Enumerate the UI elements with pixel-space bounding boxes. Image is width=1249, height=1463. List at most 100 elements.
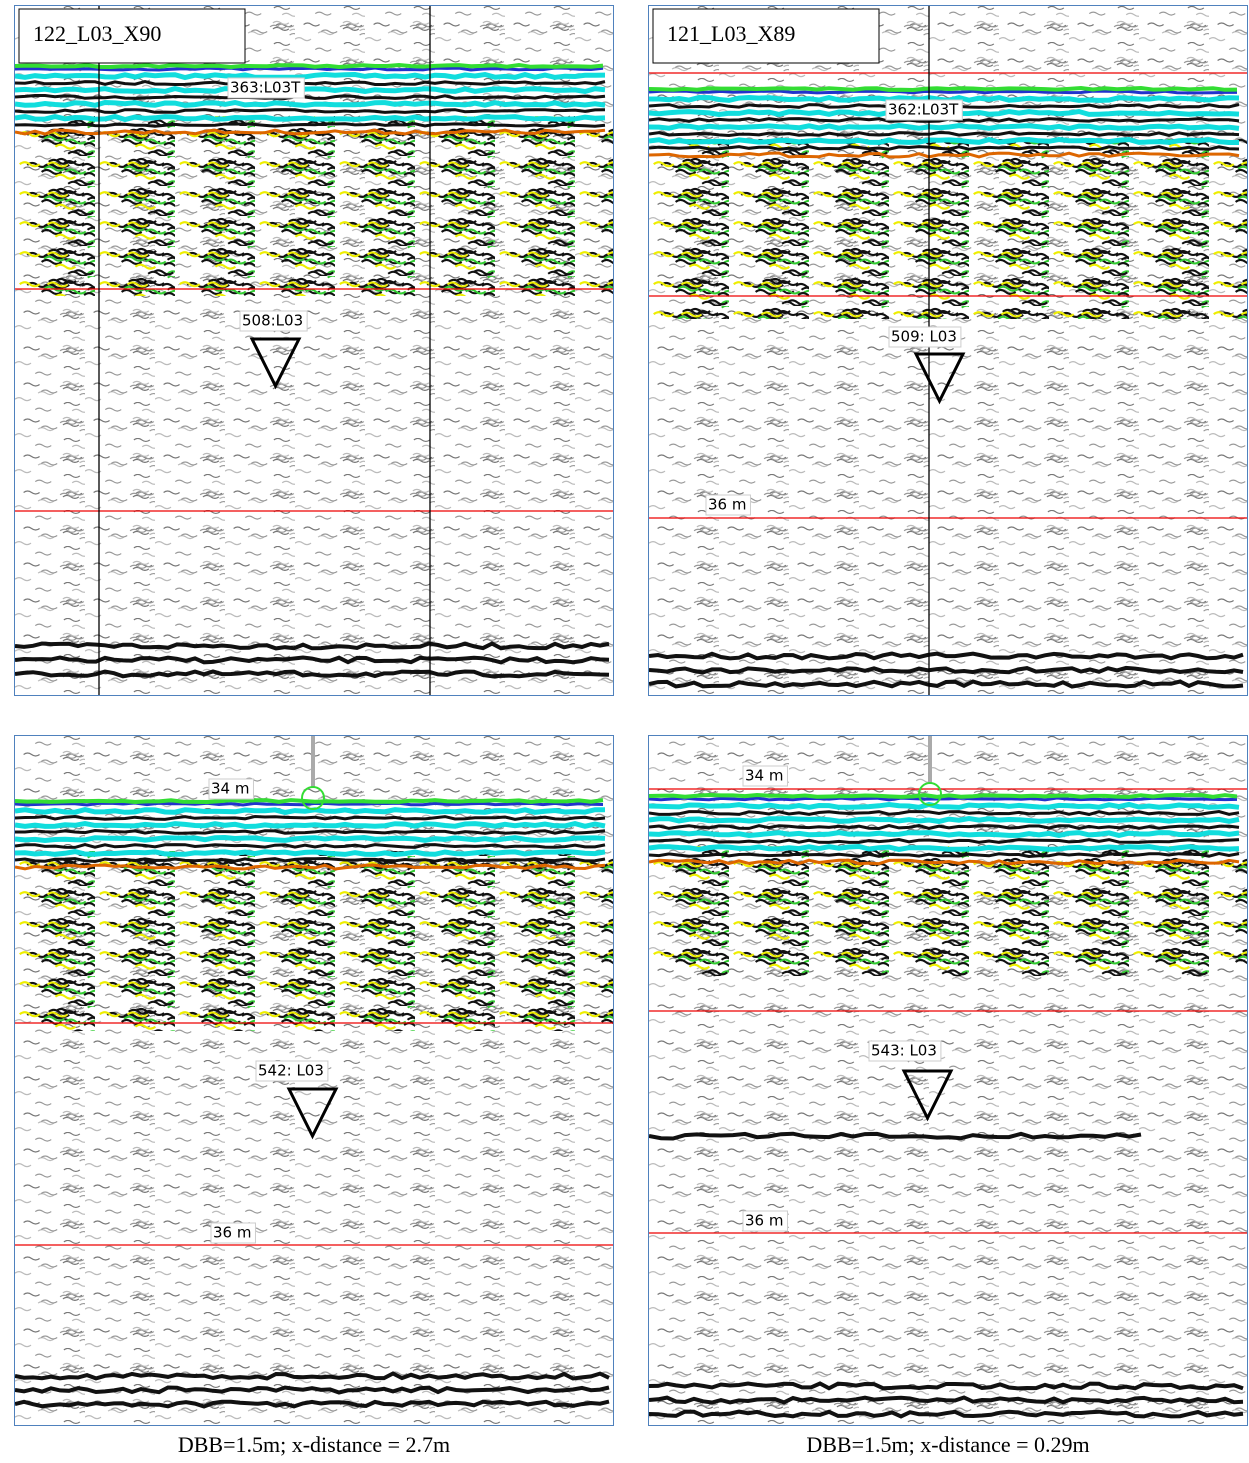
layer bbox=[15, 828, 606, 835]
label-box bbox=[239, 310, 308, 332]
caption: DBB=1.5m; x-distance = 0.29m bbox=[806, 1432, 1090, 1457]
layer bbox=[649, 815, 1240, 824]
layer bbox=[649, 151, 1240, 159]
layer bbox=[649, 823, 1240, 831]
pick-marker bbox=[249, 337, 302, 390]
radargram: 543: L03 34 m 36 m bbox=[648, 735, 1248, 1426]
layer bbox=[649, 830, 1240, 839]
layer bbox=[649, 130, 1240, 138]
dense-texture bbox=[649, 846, 1247, 976]
label: 362:L03T bbox=[888, 101, 959, 119]
surface bbox=[649, 85, 1238, 93]
surface bbox=[15, 801, 604, 807]
surface bbox=[15, 798, 604, 805]
label-box bbox=[885, 99, 963, 121]
layer bbox=[15, 80, 606, 87]
layer bbox=[649, 858, 1240, 866]
bottom-layer bbox=[15, 641, 610, 651]
pick-marker bbox=[913, 352, 966, 405]
pick-marker bbox=[901, 1069, 954, 1122]
dense-texture bbox=[649, 139, 1247, 319]
radargram: 363:L03T 508:L03 122_L03_X90 bbox=[14, 5, 614, 696]
layer bbox=[15, 71, 606, 81]
layer bbox=[15, 122, 606, 128]
bottom-layer bbox=[649, 1395, 1244, 1405]
background-texture bbox=[649, 736, 1247, 1425]
layer bbox=[649, 809, 1240, 816]
layer bbox=[15, 856, 606, 864]
label-box bbox=[742, 765, 788, 787]
label-box bbox=[652, 8, 880, 64]
cursor-ring bbox=[301, 786, 325, 810]
bottom-layer bbox=[649, 651, 1244, 661]
layer bbox=[15, 814, 606, 821]
bottom-layer bbox=[649, 1381, 1244, 1391]
label-box bbox=[705, 494, 751, 516]
bottom-layer bbox=[649, 679, 1244, 689]
label: 543: L03 bbox=[871, 1042, 937, 1060]
layer bbox=[15, 128, 606, 136]
cursor-ring bbox=[918, 782, 942, 806]
layer bbox=[15, 834, 606, 844]
label-box bbox=[742, 1210, 788, 1232]
layer bbox=[649, 843, 1240, 852]
layer bbox=[649, 144, 1240, 151]
bottom-layer bbox=[15, 1385, 610, 1395]
label: 34 m bbox=[745, 767, 783, 785]
radargram-image: 363:L03T 508:L03 122_L03_X90 bbox=[15, 6, 613, 695]
layer bbox=[649, 837, 1240, 844]
layer bbox=[15, 99, 606, 108]
panel-title: 122_L03_X90 bbox=[33, 21, 161, 46]
layer bbox=[649, 122, 1240, 131]
layer bbox=[15, 108, 606, 114]
layer bbox=[649, 136, 1239, 145]
label-box bbox=[868, 1040, 942, 1062]
label: 508:L03 bbox=[242, 312, 303, 330]
radargram-image: 362:L03T 509: L03 36 m 121_L03_X89 bbox=[649, 6, 1247, 695]
label-box bbox=[18, 8, 246, 64]
label: 36 m bbox=[708, 496, 746, 514]
pick-marker bbox=[286, 1087, 339, 1140]
panel-title: 121_L03_X89 bbox=[667, 21, 795, 46]
label: 542: L03 bbox=[258, 1062, 324, 1080]
surface bbox=[649, 792, 1238, 799]
bottom-layer bbox=[15, 1371, 610, 1381]
radargram-image: 543: L03 34 m 36 m bbox=[649, 736, 1247, 1425]
layer bbox=[15, 113, 606, 123]
label: 363:L03T bbox=[230, 79, 301, 97]
layer bbox=[15, 807, 606, 815]
radargram: 362:L03T 509: L03 36 m 121_L03_X89 bbox=[648, 5, 1248, 696]
dense-texture bbox=[15, 851, 613, 1031]
label-box bbox=[227, 77, 305, 99]
surface bbox=[649, 89, 1237, 95]
label-box bbox=[255, 1060, 329, 1082]
layer bbox=[649, 801, 1240, 810]
bottom-layer bbox=[649, 1409, 1244, 1419]
label-box bbox=[888, 326, 962, 348]
bottom-layer bbox=[649, 665, 1244, 675]
label: 509: L03 bbox=[891, 328, 957, 346]
dense-texture bbox=[15, 116, 613, 296]
layer bbox=[15, 863, 606, 871]
radargram-image: 542: L03 34 m 36 m bbox=[15, 736, 613, 1425]
caption: DBB=1.5m; x-distance = 2.7m bbox=[177, 1432, 451, 1457]
layer bbox=[15, 849, 606, 858]
bottom-layer bbox=[15, 655, 610, 665]
label-box bbox=[210, 1222, 256, 1244]
surface bbox=[15, 62, 604, 70]
bottom-layer bbox=[15, 669, 610, 679]
label-box bbox=[208, 778, 254, 800]
layer bbox=[15, 820, 606, 830]
bottom-layer bbox=[15, 1399, 610, 1409]
surface bbox=[649, 796, 1238, 802]
label: 34 m bbox=[211, 780, 249, 798]
label: 36 m bbox=[213, 1224, 251, 1242]
layer bbox=[15, 85, 606, 95]
surface bbox=[15, 66, 604, 72]
label: 36 m bbox=[745, 1212, 783, 1230]
layer bbox=[649, 851, 1240, 859]
radargram: 542: L03 34 m 36 m bbox=[14, 735, 614, 1426]
layer bbox=[15, 94, 606, 101]
reflector bbox=[649, 1131, 1142, 1141]
